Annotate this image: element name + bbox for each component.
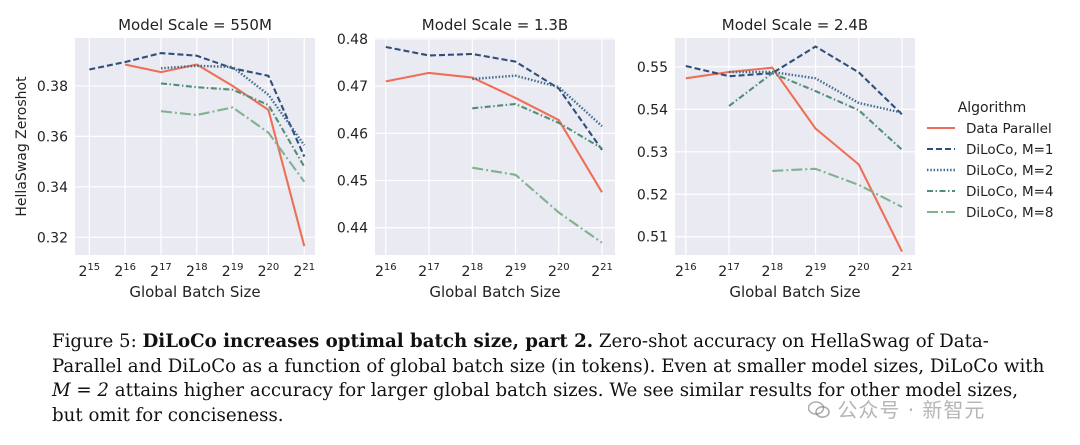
caption-label: Figure 5: <box>52 331 137 352</box>
y-tick-label: 0.54 <box>637 102 668 118</box>
x-tick-label: 218 <box>461 262 483 280</box>
caption-math: M = 2 <box>52 380 109 401</box>
legend-label: DiLoCo, M=1 <box>966 142 1054 158</box>
y-tick-label: 0.48 <box>337 32 368 48</box>
y-tick-label: 0.38 <box>37 79 68 95</box>
legend-label: Data Parallel <box>966 121 1052 137</box>
series-line-diloco-m-4 <box>472 102 603 150</box>
plot-area <box>675 38 915 255</box>
x-tick-label: 218 <box>761 262 783 280</box>
legend-label: DiLoCo, M=8 <box>966 205 1054 221</box>
plot-area <box>75 38 315 255</box>
x-tick-label: 216 <box>675 262 697 280</box>
series-line-diloco-m-1 <box>89 52 306 158</box>
y-tick-label: 0.53 <box>637 145 668 161</box>
y-tick-label: 0.46 <box>337 126 368 142</box>
series-line-diloco-m-8 <box>472 166 603 244</box>
x-tick-label: 221 <box>591 262 613 280</box>
chart-panel-3: 216 217 218 219 220 221 0.51 0.52 0.53 0.54 0.55 Mo… <box>637 16 915 301</box>
figure-caption: Figure 5: DiLoCo increases optimal batch… <box>52 330 1052 428</box>
series-line-diloco-m-4 <box>728 72 903 151</box>
legend: Algorithm Data Parallel DiLoCo, M=1 DiLoCo,… <box>927 100 1054 221</box>
caption-bold-title: DiLoCo increases optimal batch size, par… <box>142 331 594 352</box>
series-line-data-parallel <box>385 71 603 193</box>
x-axis-label: Global Batch Size <box>429 283 560 301</box>
x-tick-label: 220 <box>258 262 280 280</box>
chart-title: Model Scale = 2.4B <box>722 16 868 34</box>
x-tick-label: 217 <box>150 262 172 280</box>
x-tick-label: 217 <box>418 262 440 280</box>
legend-title: Algorithm <box>958 100 1027 116</box>
wechat-icon <box>808 401 830 418</box>
chart-title: Model Scale = 1.3B <box>422 16 568 34</box>
series-line-diloco-m-2 <box>160 64 306 146</box>
watermark-text: 公众号 · 新智元 <box>837 398 986 422</box>
y-tick-label: 0.47 <box>337 79 368 95</box>
x-tick-label: 220 <box>548 262 570 280</box>
caption-text-2: attains higher accuracy for larger globa… <box>52 380 1018 426</box>
series-line-diloco-m-1 <box>685 45 903 116</box>
chart-panel-2: 216 217 218 219 220 221 0.44 0.45 0.46 0.47 0.48 Mo… <box>337 16 615 301</box>
y-tick-label: 0.55 <box>637 60 668 76</box>
x-tick-label: 217 <box>718 262 740 280</box>
caption-text-1: Zero-shot accuracy on HellaSwag of Data-… <box>52 331 1045 377</box>
y-tick-label: 0.34 <box>37 180 68 196</box>
y-tick-label: 0.36 <box>37 129 68 145</box>
y-tick-label: 0.44 <box>337 221 368 237</box>
x-tick-label: 215 <box>79 262 101 280</box>
x-tick-label: 219 <box>505 262 527 280</box>
series-line-data-parallel <box>124 63 306 247</box>
x-tick-label: 221 <box>891 262 913 280</box>
x-tick-label: 218 <box>186 262 208 280</box>
legend-label: DiLoCo, M=2 <box>966 163 1054 179</box>
figure: 215 216 217 218 219 220 221 0.32 0.34 0.36 0.38 Mod… <box>14 16 1054 301</box>
x-tick-label: 219 <box>222 262 244 280</box>
plot-area <box>375 38 615 255</box>
x-tick-label: 216 <box>114 262 136 280</box>
y-tick-label: 0.52 <box>637 187 668 203</box>
series-line-diloco-m-8 <box>772 167 903 208</box>
y-tick-label: 0.32 <box>37 230 68 246</box>
y-tick-label: 0.51 <box>637 230 668 246</box>
series-line-diloco-m-8 <box>160 106 306 183</box>
series-line-diloco-m-1 <box>385 45 603 151</box>
chart-panel-1: 215 216 217 218 219 220 221 0.32 0.34 0.36 0.38 Mod… <box>14 16 315 301</box>
watermark: 公众号 · 新智元 <box>808 394 985 423</box>
y-tick-label: 0.45 <box>337 173 368 189</box>
x-axis-label: Global Batch Size <box>129 283 260 301</box>
x-tick-label: 219 <box>805 262 827 280</box>
x-axis-label: Global Batch Size <box>729 283 860 301</box>
x-tick-label: 220 <box>848 262 870 280</box>
legend-label: DiLoCo, M=4 <box>966 184 1054 200</box>
x-tick-label: 221 <box>293 262 315 280</box>
series-line-diloco-m-4 <box>160 82 306 168</box>
series-line-diloco-m-2 <box>729 70 903 114</box>
x-tick-label: 216 <box>375 262 397 280</box>
series-line-data-parallel <box>685 66 903 253</box>
y-axis-label: HellaSwag Zeroshot <box>14 76 30 217</box>
chart-title: Model Scale = 550M <box>118 16 272 34</box>
